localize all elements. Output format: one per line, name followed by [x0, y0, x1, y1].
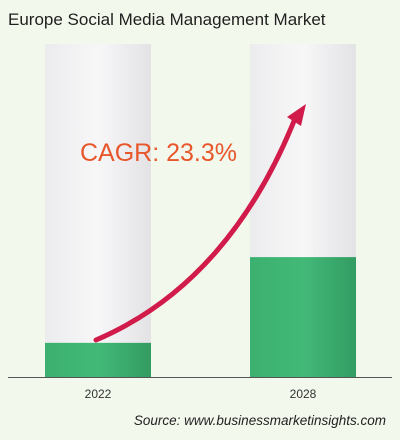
chart-title: Europe Social Media Management Market: [8, 10, 326, 29]
bar-chart: 2022 2028 CAGR: 23.3%: [8, 44, 392, 401]
bar-2028: [250, 257, 356, 377]
x-tick-label-2022: 2022: [85, 387, 112, 401]
growth-arrow-head: [287, 104, 306, 126]
x-tick-label-2028: 2028: [290, 387, 317, 401]
growth-arrow: [93, 104, 306, 343]
bar-track-2022: [45, 44, 151, 377]
growth-arrow-curve: [93, 113, 299, 343]
source-note: Source: www.businessmarketinsights.com: [133, 413, 386, 428]
bar-2022: [45, 342, 151, 377]
cagr-annotation: CAGR: 23.3%: [80, 139, 237, 167]
